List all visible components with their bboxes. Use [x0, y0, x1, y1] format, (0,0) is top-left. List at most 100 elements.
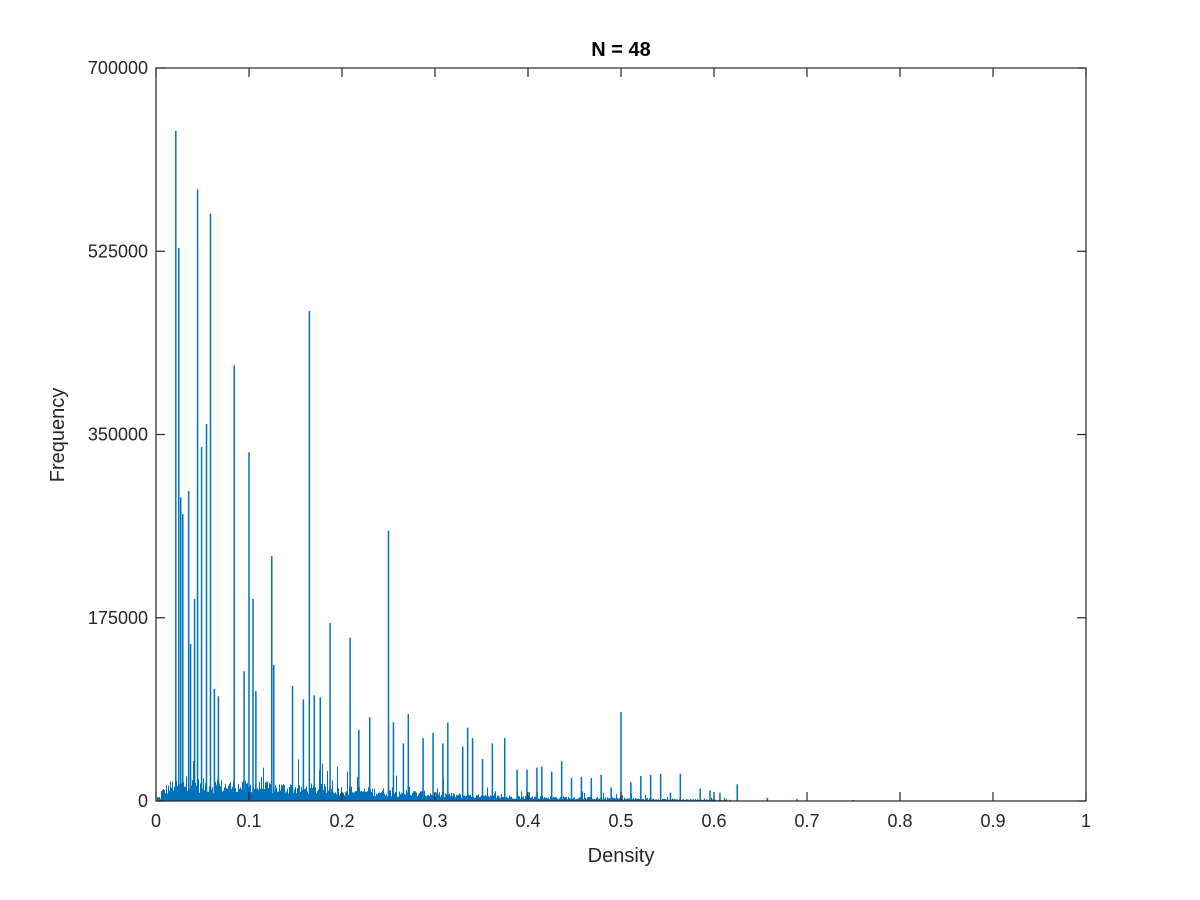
noise-bar [257, 788, 258, 801]
x-tick-label: 1 [1081, 811, 1091, 831]
noise-bar [572, 799, 573, 801]
noise-bar [481, 795, 482, 801]
noise-bar [444, 797, 445, 801]
noise-bar [363, 791, 364, 801]
noise-bar [417, 796, 418, 801]
noise-bar [357, 776, 358, 801]
histogram-bar [329, 622, 331, 801]
noise-bar [237, 791, 238, 801]
noise-bar [285, 792, 286, 801]
noise-bar [628, 798, 629, 801]
noise-bar [579, 797, 580, 801]
noise-bar [344, 795, 345, 801]
noise-bar [380, 792, 381, 801]
noise-bar [617, 798, 618, 801]
noise-bar [606, 799, 607, 801]
noise-bar [364, 788, 365, 801]
noise-bar [711, 797, 712, 801]
noise-bar [326, 792, 327, 801]
noise-bar [580, 797, 581, 801]
y-tick-label: 700000 [88, 58, 148, 78]
noise-bar [577, 799, 578, 801]
noise-bar [184, 786, 185, 801]
histogram-bar [200, 447, 203, 801]
histogram-bar [349, 637, 351, 801]
chart-title: N = 48 [591, 39, 650, 61]
noise-bar [222, 791, 223, 801]
noise-bar [632, 799, 633, 801]
noise-bar [161, 791, 162, 801]
noise-bar [712, 799, 713, 801]
noise-bar [386, 794, 387, 801]
noise-bar [550, 796, 551, 801]
noise-bar [500, 798, 501, 801]
noise-bar [449, 793, 450, 801]
noise-bar [706, 799, 707, 801]
y-axis-label: Frequency [47, 388, 69, 483]
noise-bar [328, 790, 329, 801]
noise-bar [315, 787, 316, 801]
noise-bar [513, 798, 514, 801]
noise-bar [301, 786, 302, 801]
noise-bar [334, 793, 335, 801]
noise-bar [375, 796, 376, 801]
noise-bar [323, 790, 324, 801]
histogram-bar [669, 792, 672, 801]
noise-bar [545, 797, 546, 801]
histogram-bar [536, 767, 538, 801]
histogram-bar [659, 773, 662, 801]
histogram-bar [368, 717, 371, 801]
noise-bar [488, 795, 489, 801]
noise-bar [540, 796, 541, 801]
noise-bar [337, 766, 338, 801]
histogram-bar [291, 685, 294, 801]
noise-bar [648, 799, 649, 801]
noise-bar [683, 798, 684, 801]
noise-bar [413, 791, 414, 801]
histogram-bar [313, 695, 316, 801]
histogram-bar [796, 798, 798, 801]
noise-bar [398, 796, 399, 801]
histogram-bar [590, 777, 593, 801]
noise-bar [356, 791, 357, 801]
noise-bar [166, 785, 167, 801]
noise-bar [281, 784, 282, 801]
histogram-bar [699, 788, 701, 801]
noise-bar [219, 783, 220, 801]
noise-bar [596, 797, 597, 801]
histogram-bar [560, 761, 563, 801]
histogram-bar [736, 784, 738, 801]
noise-bar [652, 799, 653, 801]
noise-bar [164, 790, 165, 801]
noise-bar [191, 785, 192, 801]
noise-bar [562, 798, 563, 801]
x-tick-label: 0.5 [608, 811, 633, 831]
histogram-bar [640, 775, 642, 801]
histogram-bar [719, 792, 721, 801]
noise-bar [220, 786, 221, 801]
noise-bar [216, 784, 217, 801]
x-tick-label: 0.1 [236, 811, 261, 831]
noise-bar [687, 799, 688, 801]
noise-bar [224, 787, 225, 801]
noise-bar [604, 799, 605, 801]
histogram-bar [491, 743, 494, 801]
noise-bar [298, 759, 299, 801]
noise-bar [274, 790, 275, 801]
noise-bar [198, 779, 199, 801]
noise-bar [235, 788, 236, 801]
x-tick-label: 0.6 [701, 811, 726, 831]
noise-bar [192, 780, 193, 801]
noise-bar [305, 788, 306, 801]
noise-bar [619, 798, 620, 801]
noise-bar [400, 794, 401, 801]
noise-bar [300, 791, 301, 801]
noise-bar [639, 798, 640, 801]
noise-bar [668, 799, 669, 801]
noise-bar [270, 784, 271, 801]
noise-bar [339, 795, 340, 801]
noise-bar [682, 799, 683, 801]
histogram-bar [252, 598, 254, 801]
noise-bar [592, 798, 593, 801]
